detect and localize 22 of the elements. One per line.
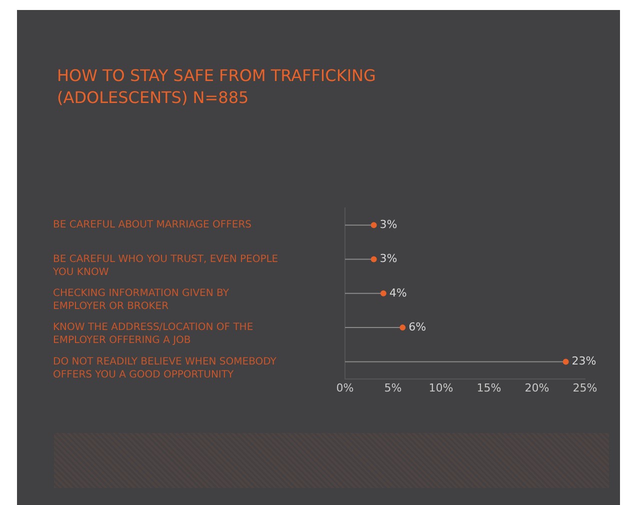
text: HOW TO STAY SAFE FROM TRAFFICKING (ADOLESCENTS) N=885 <box>57 65 377 109</box>
y-tick-label: BE CAREFUL WHO YOU TRUST, EVEN PEOPLE YOU KNOW <box>52 254 278 278</box>
y-tick-label: KNOW THE ADDRESS/LOCATION OF THE EMPLOYER OFFERING A JOB <box>53 322 254 346</box>
x-tick-label: 5% <box>384 381 402 394</box>
data-label: 3% <box>380 252 398 266</box>
x-tick-label: 0% <box>336 381 354 394</box>
y-tick-label: DO NOT READILY BELIEVE WHEN SOMEBODY OFFERS YOU A GOOD OPPORTUNITY <box>53 356 278 380</box>
point <box>370 222 377 228</box>
y-tick-label: CHECKING INFORMATION GIVEN BY EMPLOYER OR BROKER <box>53 288 230 312</box>
x-tick-label: 20% <box>524 381 550 394</box>
x-tick-label: 10% <box>428 381 454 394</box>
x-tick-label: 25% <box>572 381 598 394</box>
point <box>380 290 386 296</box>
point <box>370 256 377 262</box>
x-tick-label: 15% <box>476 381 502 394</box>
y-tick-label: BE CAREFUL ABOUT MARRIAGE OFFERS <box>53 220 252 231</box>
data-label: 6% <box>408 320 426 334</box>
point <box>562 358 569 365</box>
data-label: 3% <box>380 218 398 231</box>
data-label: 23% <box>572 354 596 368</box>
data-label: 4% <box>389 286 407 300</box>
point <box>400 324 406 331</box>
